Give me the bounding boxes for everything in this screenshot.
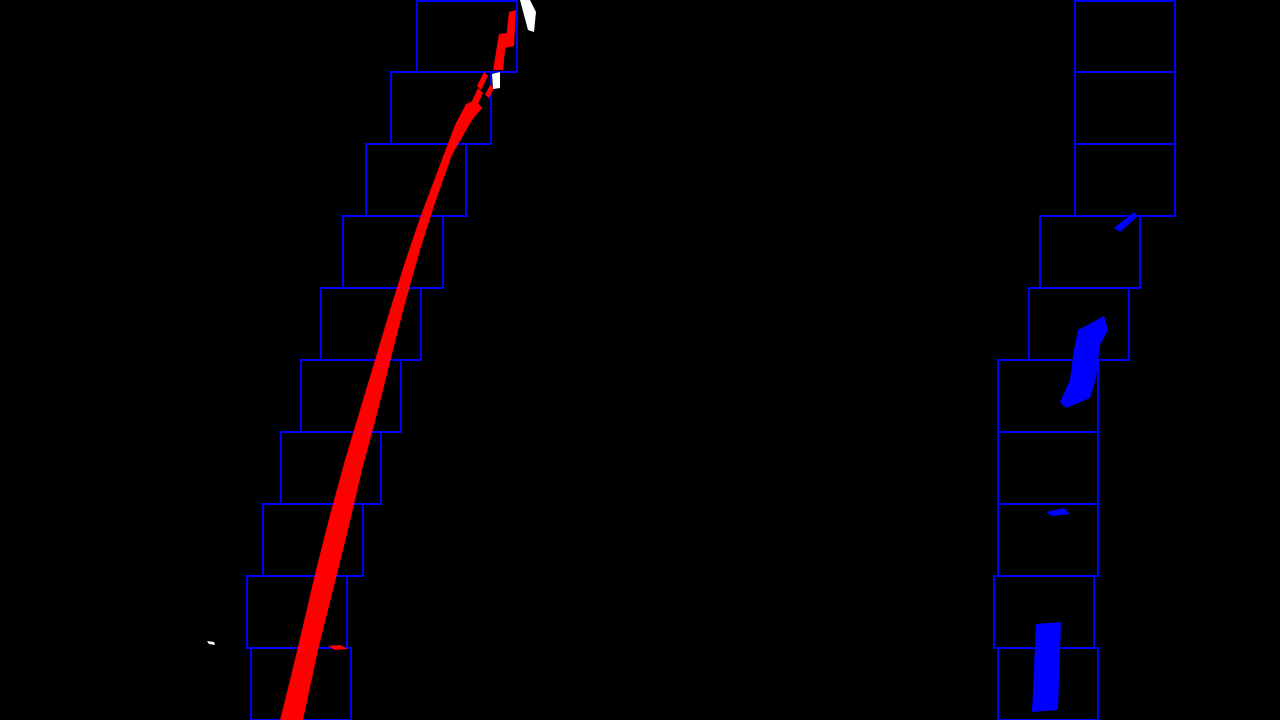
left-window-10 bbox=[416, 0, 518, 73]
left-lane-pixels bbox=[280, 10, 516, 720]
right-lane-bottom-dash bbox=[1032, 622, 1061, 712]
right-lane-mid-dash bbox=[1060, 316, 1108, 408]
white-fragment-mid bbox=[492, 72, 500, 89]
right-window-10 bbox=[1074, 0, 1176, 73]
right-lane-small-fragment bbox=[1046, 508, 1070, 516]
white-fragment-top bbox=[520, 0, 536, 32]
left-lane-segment-upper-1 bbox=[471, 88, 483, 108]
left-lane-segment-upper-5 bbox=[505, 10, 516, 48]
white-speck-left bbox=[207, 641, 215, 645]
left-lane-segment-upper-3 bbox=[485, 85, 494, 98]
left-lane-segment-upper-2 bbox=[477, 72, 488, 90]
left-lane-segment-upper-4 bbox=[493, 33, 507, 70]
left-lane-main-stroke bbox=[280, 100, 482, 720]
left-lane-windows bbox=[246, 0, 518, 720]
left-lane-stray-fragment bbox=[328, 645, 348, 650]
unassigned-pixels bbox=[207, 0, 536, 645]
right-lane-upper-fragment bbox=[1114, 212, 1138, 232]
right-lane-pixels bbox=[1032, 212, 1138, 712]
